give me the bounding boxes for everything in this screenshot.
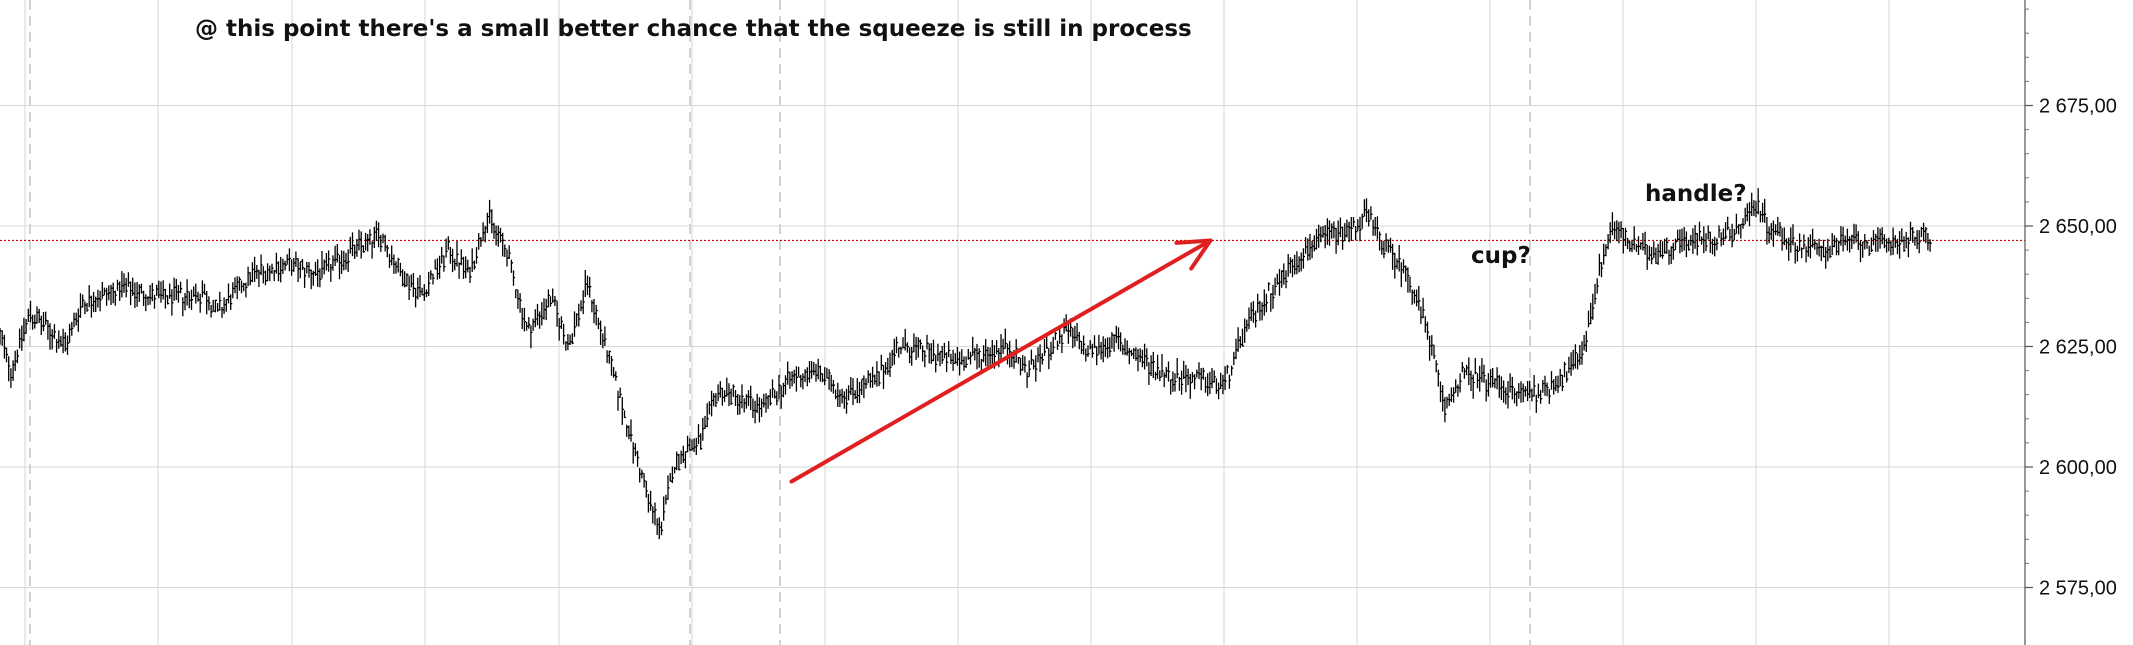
y-tick-label: 2 625,00 bbox=[2039, 337, 2117, 359]
y-tick-label: 2 600,00 bbox=[2039, 457, 2117, 479]
arrow-shaft bbox=[789, 238, 1213, 484]
annotation-squeeze: @ this point there's a small better chan… bbox=[195, 16, 1192, 42]
annotation-handle: handle? bbox=[1645, 181, 1747, 207]
y-tick-label: 2 675,00 bbox=[2039, 96, 2117, 118]
annotation-cup: cup? bbox=[1471, 243, 1531, 269]
y-tick-label: 2 575,00 bbox=[2039, 578, 2117, 600]
grid-layer bbox=[0, 0, 2025, 645]
trend-arrow bbox=[789, 238, 1213, 484]
y-tick-label: 2 650,00 bbox=[2039, 216, 2117, 238]
price-bar-series bbox=[0, 188, 1932, 540]
price-axis: 2 575,00 2 600,00 2 625,00 2 650,00 2 675,00 bbox=[2024, 0, 2117, 645]
price-bars bbox=[0, 188, 1932, 540]
arrow-head bbox=[1174, 238, 1213, 271]
